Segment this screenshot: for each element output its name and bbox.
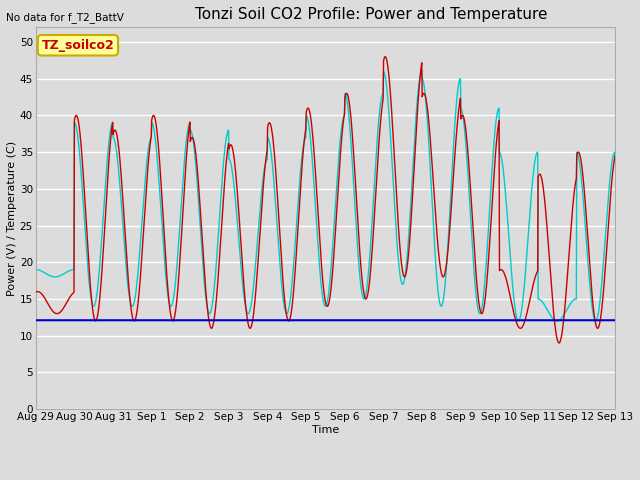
Y-axis label: Power (V) / Temperature (C): Power (V) / Temperature (C) [7, 141, 17, 296]
Text: No data for f_T2_BattV: No data for f_T2_BattV [6, 12, 124, 23]
X-axis label: Time: Time [312, 425, 339, 435]
Title: Tonzi Soil CO2 Profile: Power and Temperature: Tonzi Soil CO2 Profile: Power and Temper… [195, 7, 548, 22]
Text: TZ_soilco2: TZ_soilco2 [42, 39, 115, 52]
